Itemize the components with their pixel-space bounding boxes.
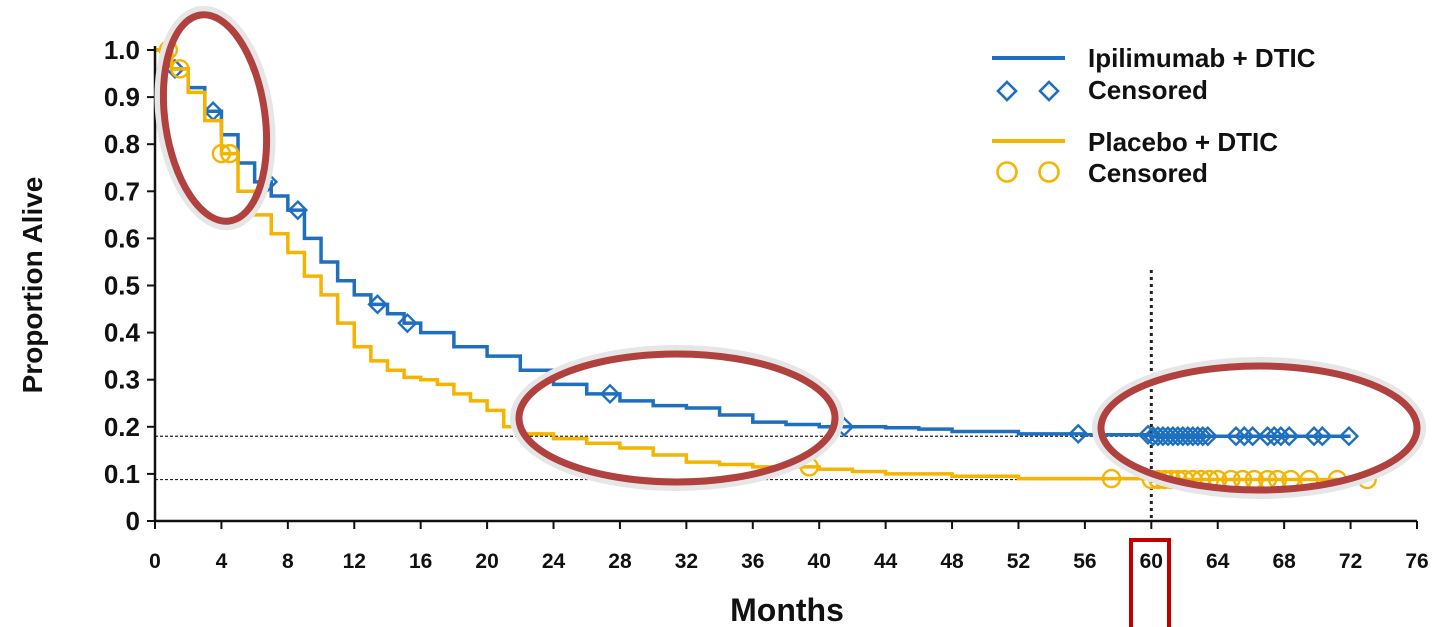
x-tick-label-17: 68 <box>1272 550 1296 573</box>
legend-label-placebo: Placebo + DTIC <box>1088 127 1278 157</box>
censored-diamond-marker-6 <box>599 383 621 405</box>
x-tick-label-6: 24 <box>542 550 566 573</box>
legend-label-censored-ipilimumab: Censored <box>1088 75 1208 105</box>
x-tick-label-5: 20 <box>475 550 498 573</box>
legend-diamond-icon-0 <box>996 80 1018 102</box>
censored-diamond-marker-8 <box>1068 423 1089 445</box>
censored-diamond-marker-27 <box>1270 426 1292 447</box>
censored-diamond-marker-29 <box>1303 426 1325 447</box>
reference-lines <box>155 270 1153 521</box>
legend-diamond-markers <box>996 80 1060 102</box>
censored-diamond-marker-21 <box>1197 426 1218 447</box>
censored-diamond-marker-20 <box>1192 426 1213 447</box>
y-tick-label-1: 0.1 <box>104 459 140 489</box>
censored-diamond-marker-26 <box>1263 426 1285 447</box>
legend-circle-markers <box>996 161 1060 183</box>
x-tick-label-11: 44 <box>874 550 898 573</box>
x-tick-label-16: 64 <box>1206 550 1230 573</box>
y-tick-label-6: 0.6 <box>104 223 140 253</box>
highlight-annotations <box>154 5 1426 627</box>
highlight-ellipse-shadow-0 <box>154 5 276 231</box>
x-tick-label-8: 32 <box>675 550 698 573</box>
y-tick-label-2: 0.2 <box>104 412 140 442</box>
censored-diamond-marker-4 <box>367 294 388 315</box>
highlight-ellipse-0 <box>159 11 271 225</box>
y-tick-label-9: 0.9 <box>104 82 140 112</box>
axes <box>153 46 1417 523</box>
x-tick-label-18: 72 <box>1339 550 1362 573</box>
censored-diamond-marker-5 <box>397 312 418 334</box>
legend-diamond-icon-1 <box>1038 80 1060 102</box>
highlight-ellipse-2 <box>1097 362 1421 494</box>
censored-diamond-marker-23 <box>1234 426 1255 447</box>
y-axis-title: Proportion Alive <box>17 177 48 394</box>
series-layer <box>155 40 1377 490</box>
y-tick-label-8: 0.8 <box>104 129 140 159</box>
x-tick-label-19: 76 <box>1405 550 1428 573</box>
x-tick-label-1: 4 <box>216 550 228 573</box>
censored-diamond-marker-30 <box>1312 426 1333 447</box>
legend-label-ipilimumab: Ipilimumab + DTIC <box>1088 43 1316 73</box>
censored-circle-marker-5 <box>1101 468 1122 489</box>
censored-circle-marker-1 <box>170 59 190 79</box>
x-tick-label-0: 0 <box>149 550 161 573</box>
ticks: 0 4 8 12 16 20 24 28 32 36 40 44 48 52 56 60 64 68 72 7600.… <box>104 35 1429 573</box>
legend-circle-icon-1 <box>1038 161 1060 183</box>
censored-diamond-marker-3 <box>287 199 309 221</box>
x-axis-title: Months <box>730 592 844 627</box>
x-tick-label-7: 28 <box>608 550 632 573</box>
censored-circle-marker-2 <box>211 143 232 164</box>
x-tick-label-13: 52 <box>1007 550 1030 573</box>
highlight-ellipse-shadow-2 <box>1092 357 1426 499</box>
y-tick-label-4: 0.4 <box>104 318 141 348</box>
y-tick-label-10: 1.0 <box>104 35 140 65</box>
highlight-box-60 <box>1129 538 1171 627</box>
x-tick-label-14: 56 <box>1073 550 1096 573</box>
censored-diamond-marker-28 <box>1278 426 1300 447</box>
censored-diamond-marker-22 <box>1225 426 1247 447</box>
x-tick-label-2: 8 <box>282 550 294 573</box>
censored-diamond-marker-24 <box>1242 426 1263 447</box>
y-tick-label-7: 0.7 <box>104 176 140 206</box>
legend-circle-icon-0 <box>996 161 1018 183</box>
y-tick-label-3: 0.3 <box>104 365 140 395</box>
x-tick-label-4: 16 <box>409 550 432 573</box>
censored-diamond-marker-31 <box>1338 426 1360 447</box>
highlight-ellipse-shadow-1 <box>510 345 844 491</box>
legend-label-censored-placebo: Censored <box>1088 158 1208 188</box>
legend: Ipilimumab + DTIC Censored Placebo + DTI… <box>992 43 1316 188</box>
x-tick-label-10: 40 <box>808 550 831 573</box>
censored-diamond-marker-25 <box>1257 426 1278 447</box>
highlight-ellipse-1 <box>515 350 839 486</box>
y-tick-label-0: 0 <box>126 506 140 536</box>
x-tick-label-12: 48 <box>940 550 964 573</box>
series-line-1 <box>155 48 1368 482</box>
censored-circle-marker-3 <box>220 143 240 164</box>
x-tick-label-3: 12 <box>343 550 366 573</box>
series-line-0 <box>155 48 1351 438</box>
x-tick-label-15: 60 <box>1140 550 1163 573</box>
x-tick-label-9: 36 <box>741 550 764 573</box>
y-tick-label-5: 0.5 <box>104 271 140 301</box>
